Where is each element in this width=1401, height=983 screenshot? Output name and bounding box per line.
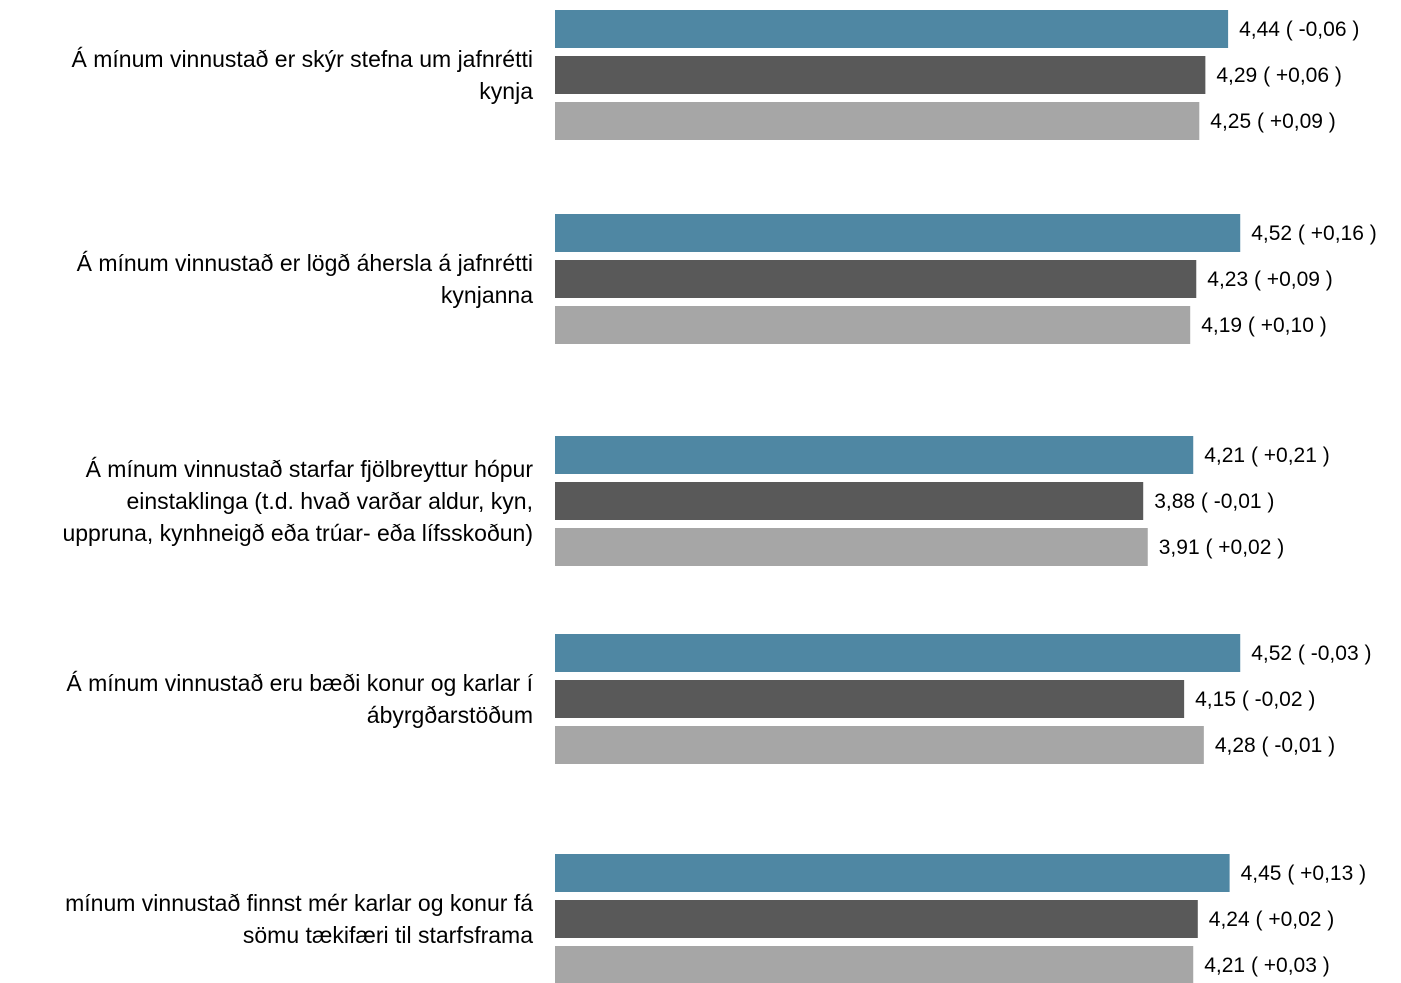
data-label: 3,88 ( -0,01 ) bbox=[1154, 490, 1274, 513]
data-label: 4,45 ( +0,13 ) bbox=[1241, 862, 1367, 885]
category-label-line: mínum vinnustað finnst mér karlar og kon… bbox=[65, 890, 533, 916]
data-label: 4,29 ( +0,06 ) bbox=[1216, 64, 1342, 87]
category-label: mínum vinnustað finnst mér karlar og kon… bbox=[65, 890, 533, 948]
bar bbox=[555, 854, 1230, 892]
bar bbox=[555, 436, 1194, 474]
data-label: 4,52 ( +0,16 ) bbox=[1251, 222, 1377, 245]
data-label: 4,25 ( +0,09 ) bbox=[1210, 110, 1336, 133]
data-label: 4,23 ( +0,09 ) bbox=[1207, 268, 1333, 291]
bar bbox=[555, 10, 1229, 48]
data-label: 4,52 ( -0,03 ) bbox=[1251, 642, 1371, 665]
data-label: 4,28 ( -0,01 ) bbox=[1215, 734, 1335, 757]
data-label: 4,24 ( +0,02 ) bbox=[1209, 908, 1335, 931]
category-label-line: sömu tækifæri til starfsframa bbox=[243, 922, 533, 948]
category-group: Á mínum vinnustað er lögð áhersla á jafn… bbox=[77, 214, 1377, 344]
bar bbox=[555, 528, 1148, 566]
category-group: Á mínum vinnustað starfar fjölbreyttur h… bbox=[62, 436, 1330, 566]
bar bbox=[555, 306, 1191, 344]
data-label: 4,21 ( +0,21 ) bbox=[1204, 444, 1330, 467]
category-label-line: Á mínum vinnustað eru bæði konur og karl… bbox=[66, 670, 533, 696]
category-label-line: ábyrgðarstöðum bbox=[367, 702, 533, 728]
bar bbox=[555, 56, 1206, 94]
category-group: Á mínum vinnustað er skýr stefna um jafn… bbox=[72, 10, 1359, 140]
data-label: 3,91 ( +0,02 ) bbox=[1159, 536, 1285, 559]
category-label: Á mínum vinnustað er lögð áhersla á jafn… bbox=[77, 250, 534, 308]
bar bbox=[555, 482, 1144, 520]
bar bbox=[555, 900, 1198, 938]
bar bbox=[555, 946, 1194, 983]
bar bbox=[555, 726, 1204, 764]
data-label: 4,19 ( +0,10 ) bbox=[1201, 314, 1327, 337]
category-label-line: kynja bbox=[479, 78, 533, 104]
data-label: 4,44 ( -0,06 ) bbox=[1239, 18, 1359, 41]
bar bbox=[555, 634, 1241, 672]
category-label-line: Á mínum vinnustað er skýr stefna um jafn… bbox=[72, 46, 533, 72]
bar bbox=[555, 214, 1241, 252]
category-label: Á mínum vinnustað er skýr stefna um jafn… bbox=[72, 46, 534, 104]
category-label-line: uppruna, kynhneigð eða trúar- eða lífssk… bbox=[62, 520, 533, 546]
category-label-line: Á mínum vinnustað er lögð áhersla á jafn… bbox=[77, 250, 533, 276]
category-group: mínum vinnustað finnst mér karlar og kon… bbox=[65, 854, 1366, 983]
category-label: Á mínum vinnustað eru bæði konur og karl… bbox=[66, 670, 533, 728]
bar bbox=[555, 260, 1197, 298]
data-label: 4,21 ( +0,03 ) bbox=[1204, 954, 1330, 977]
bar bbox=[555, 680, 1185, 718]
bar bbox=[555, 102, 1200, 140]
category-label-line: einstaklinga (t.d. hvað varðar aldur, ky… bbox=[126, 488, 533, 514]
category-label: Á mínum vinnustað starfar fjölbreyttur h… bbox=[62, 456, 533, 546]
category-label-line: kynjanna bbox=[441, 282, 533, 308]
data-label: 4,15 ( -0,02 ) bbox=[1195, 688, 1315, 711]
category-group: Á mínum vinnustað eru bæði konur og karl… bbox=[66, 634, 1371, 764]
category-label-line: Á mínum vinnustað starfar fjölbreyttur h… bbox=[86, 456, 534, 482]
